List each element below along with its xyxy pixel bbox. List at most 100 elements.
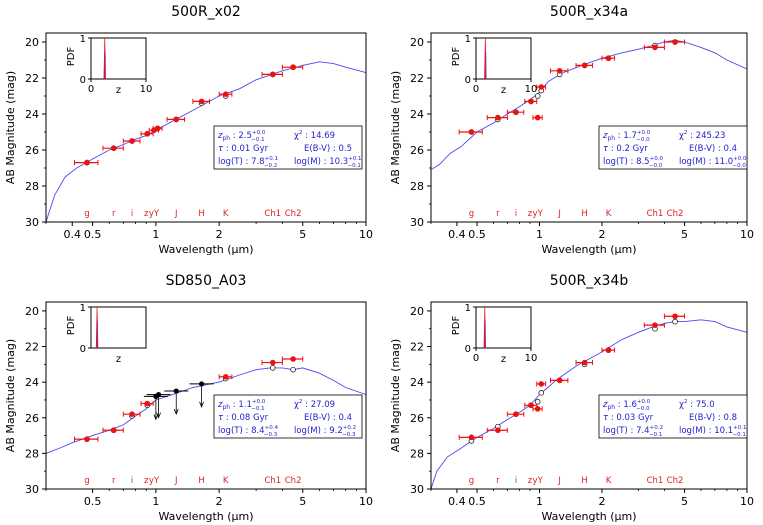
observed-photometry-point (534, 406, 541, 412)
x-axis-label: Wavelength (μm) (541, 510, 636, 523)
band-label: i (131, 476, 133, 486)
observed-photometry-point (605, 55, 612, 61)
parameter-line: zph : 1.7+0.0 −0.0 χ2 : 245.23 (602, 130, 725, 143)
y-tick-label: 30 (410, 483, 424, 496)
chart-title: 500R_x34b (550, 273, 629, 289)
x-tick-label: 2 (598, 495, 605, 508)
parameter-value: 245.23 (696, 131, 726, 141)
inset-y-tick-label: 1 (80, 34, 86, 45)
observed-photometry-point (110, 427, 117, 434)
x-tick-label: 2 (598, 228, 605, 241)
y-tick-label: 20 (410, 305, 424, 318)
chart-title: SD850_A03 (166, 273, 247, 289)
observed-photometry-point (513, 109, 519, 115)
band-label: yY (533, 476, 544, 486)
x-tick-label: 0.4 (448, 495, 466, 508)
parameter-value: −0.3 (342, 432, 356, 438)
parameter-line: τ : 0.01 Gyr E(B-V) : 0.5 (218, 144, 352, 154)
x-tick-label: 0.5 (468, 495, 486, 508)
inset-x-tick-label: 10 (525, 353, 538, 364)
model-photometry-point (672, 318, 678, 325)
x-tick-label: 0.4 (448, 228, 466, 241)
parameter-value: 14.69 (311, 131, 335, 141)
parameter-value: +0.0 (650, 156, 664, 162)
y-tick-label: 28 (25, 447, 39, 460)
x-tick-label: 10 (740, 228, 754, 241)
band-label: r (496, 476, 500, 486)
parameter-value: −0.0 (649, 163, 663, 169)
observed-photometry-point (110, 145, 117, 151)
x-axis-label: Wavelength (μm) (158, 243, 253, 256)
parameter-value: Gyr (253, 413, 269, 423)
observed-photometry-point (129, 138, 135, 144)
inset-x-tick-label: 0 (473, 353, 479, 364)
inset-x-label: z (116, 85, 121, 96)
inset-y-label: PDF (451, 47, 462, 67)
parameter-value: +0.0 (733, 156, 747, 162)
inset-x-tick-label: 0 (88, 84, 94, 95)
plot-frame (45, 301, 367, 490)
band-label: Ch1 (647, 476, 664, 486)
observed-photometry-point (495, 114, 501, 121)
x-tick-label: 0.5 (84, 495, 102, 508)
inset-x-tick-label: 10 (140, 84, 153, 95)
band-label: z (144, 209, 149, 219)
band-label: J (557, 476, 561, 486)
band-label: J (557, 209, 561, 219)
inset-y-tick-label: 0 (465, 75, 471, 86)
y-tick-label: 22 (410, 341, 424, 354)
x-tick-label: 2 (216, 495, 223, 508)
inset-frame (475, 37, 532, 80)
parameter-value: 8.5 (636, 157, 650, 167)
fit-parameters-box: zph : 1.1+0.0 −0.1 χ2 : 27.09τ : 0.08 Gyr E… (213, 394, 363, 439)
parameter-value: 0.4 (724, 144, 738, 154)
parameter-value: Gyr (633, 144, 649, 154)
parameter-value: Gyr (638, 413, 654, 423)
band-label: K (223, 209, 229, 219)
parameter-line: zph : 1.6+0.0 −0.0 χ2 : 75.0 (602, 399, 715, 412)
parameter-value: +0.1 (733, 425, 746, 431)
band-label: g (84, 209, 89, 219)
band-label: r (112, 476, 116, 486)
y-tick-label: 22 (25, 72, 39, 85)
x-tick-label: 1 (152, 495, 159, 508)
band-label: i (515, 476, 517, 486)
band-label: Ch1 (647, 209, 664, 219)
band-label: J (174, 476, 178, 486)
observed-photometry-point (528, 402, 534, 409)
band-label: z (144, 476, 149, 486)
observed-photometry-point (269, 359, 276, 366)
inset-y-label: PDF (66, 316, 77, 336)
fit-parameters-box: zph : 1.6+0.0 −0.0 χ2 : 75.0τ : 0.03 Gyr E(… (598, 394, 748, 439)
band-label: Ch2 (667, 476, 684, 486)
band-label: yY (149, 209, 160, 219)
observed-photometry-point (468, 129, 475, 135)
x-tick-label: 5 (681, 495, 688, 508)
parameter-line: log(T) : 8.5+0.0 −0.0 log(M) : 11.0+0.0 −0.… (603, 156, 747, 169)
parameter-value: 1.6 (623, 400, 637, 410)
observed-photometry-point (269, 71, 276, 78)
band-label: z (528, 209, 533, 219)
parameter-value: 0.8 (724, 413, 738, 423)
inset-y-tick-label: 0 (465, 344, 471, 355)
inset-y-label: PDF (66, 47, 77, 67)
band-label: K (223, 476, 229, 486)
parameter-value: 27.09 (311, 400, 335, 410)
band-label: Ch1 (264, 209, 281, 219)
parameter-value: 1.1 (238, 400, 252, 410)
inset-y-label: PDF (451, 316, 462, 336)
parameter-value: 2.5 (238, 131, 252, 141)
y-tick-label: 24 (25, 108, 39, 121)
x-tick-label: 0.5 (468, 228, 486, 241)
observed-photometry-point (129, 411, 135, 418)
band-label: i (131, 209, 133, 219)
x-tick-label: 5 (299, 228, 306, 241)
model-photometry-point (538, 390, 545, 396)
observed-photometry-point (672, 39, 678, 45)
band-label: g (469, 476, 474, 486)
band-label: Ch1 (264, 476, 281, 486)
band-label: Ch2 (285, 476, 302, 486)
